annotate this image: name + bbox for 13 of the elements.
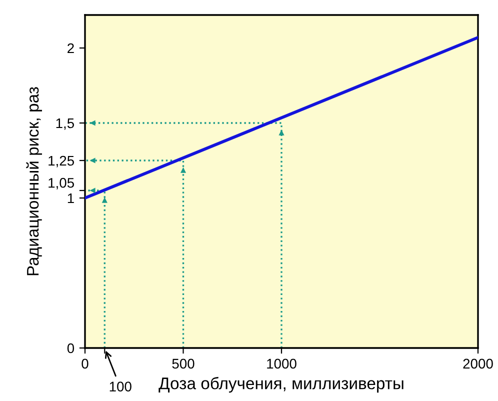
y-axis-title: Радиационный риск, раз (26, 87, 42, 276)
text: 100 (110, 382, 132, 392)
y-tick-label: 2 (68, 43, 74, 54)
y-tick-label: 1,5 (56, 118, 74, 130)
y-tick-label: 1,25 (48, 156, 74, 168)
x-axis-title: Доза облучения, миллизиверты (158, 376, 404, 393)
y-tick-label: 1,05 (48, 178, 74, 190)
y-tick-label: 1 (68, 193, 74, 204)
x-tick-label: 500 (172, 358, 194, 369)
y-tick-label: 0 (67, 343, 74, 354)
x-tick-label: 0 (82, 358, 88, 369)
x-tick-label: 2000 (463, 358, 493, 369)
x-tick-label: 1000 (267, 358, 296, 369)
